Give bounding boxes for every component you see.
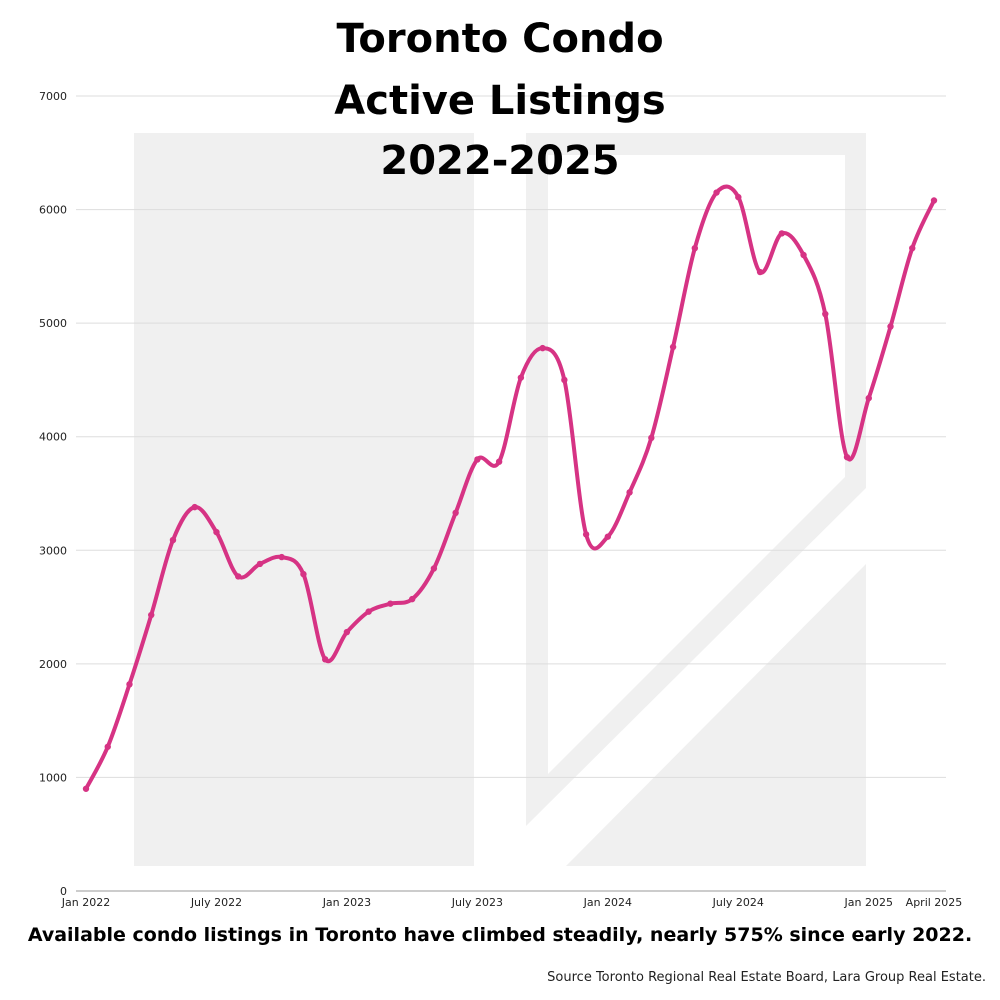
data-point: [126, 681, 133, 688]
data-point: [321, 656, 329, 663]
x-tick-label: July 2023: [451, 896, 503, 909]
y-tick-label: 7000: [39, 90, 67, 103]
x-tick-label: Jan 2022: [61, 896, 110, 909]
data-point: [148, 611, 155, 619]
data-point: [343, 628, 351, 636]
data-point: [82, 785, 90, 792]
series-listings: [82, 184, 938, 792]
chart-title-line-1: Toronto Condo: [336, 16, 664, 62]
data-point: [387, 600, 394, 607]
data-point: [256, 560, 264, 568]
data-point: [539, 344, 546, 352]
data-point: [822, 310, 829, 318]
data-point: [191, 503, 198, 511]
logo-watermark: [134, 133, 866, 866]
chart-title-line-2: Active Listings: [334, 78, 666, 124]
data-point: [735, 193, 742, 201]
x-tick-label: July 2024: [712, 896, 764, 909]
y-tick-label: 2000: [39, 658, 67, 671]
gridlines: [76, 95, 946, 892]
data-point: [213, 528, 220, 536]
data-point: [648, 434, 655, 442]
data-point: [930, 197, 938, 204]
data-point: [452, 509, 459, 517]
data-point: [909, 244, 916, 252]
y-tick-label: 5000: [39, 317, 67, 330]
data-point: [235, 573, 242, 580]
data-point: [561, 376, 568, 384]
data-point: [104, 743, 111, 750]
data-point: [365, 608, 372, 615]
y-tick-label: 4000: [39, 431, 67, 444]
data-point: [865, 394, 872, 402]
data-point: [495, 458, 503, 465]
data-point: [843, 453, 851, 461]
data-point: [474, 456, 481, 463]
y-tick-label: 0: [60, 885, 67, 898]
data-point: [887, 323, 894, 330]
y-tick-label: 6000: [39, 204, 67, 217]
data-point: [517, 374, 525, 381]
watermark-triangle: [566, 564, 866, 866]
x-tick-label: April 2025: [906, 896, 963, 909]
data-point: [669, 343, 677, 351]
y-axis-ticks: 0 1000 2000 3000 4000 5000 6000 7000: [39, 90, 67, 898]
chart-caption: Available condo listings in Toronto have…: [27, 924, 973, 946]
source-note: Source Toronto Regional Real Estate Boar…: [547, 970, 986, 985]
watermark-block: [134, 133, 474, 866]
data-point: [691, 244, 699, 252]
data-point: [778, 230, 785, 237]
x-tick-label: Jan 2024: [583, 896, 632, 909]
data-point: [430, 565, 438, 572]
data-point: [278, 553, 285, 561]
data-point: [604, 533, 612, 540]
y-tick-label: 3000: [39, 544, 67, 557]
y-tick-label: 1000: [39, 771, 67, 784]
data-point: [300, 570, 307, 578]
data-point: [800, 251, 807, 259]
data-point: [408, 595, 416, 603]
data-point: [756, 268, 764, 276]
data-point: [626, 489, 633, 496]
data-point: [713, 189, 720, 196]
x-tick-label: July 2022: [190, 896, 242, 909]
data-point: [169, 536, 177, 544]
chart-title-line-3: 2022-2025: [380, 138, 620, 184]
x-tick-label: Jan 2023: [322, 896, 371, 909]
x-axis-ticks: Jan 2022 July 2022 Jan 2023 July 2023 Jan 20…: [61, 896, 963, 909]
data-point: [582, 531, 590, 538]
x-tick-label: Jan 2025: [844, 896, 893, 909]
